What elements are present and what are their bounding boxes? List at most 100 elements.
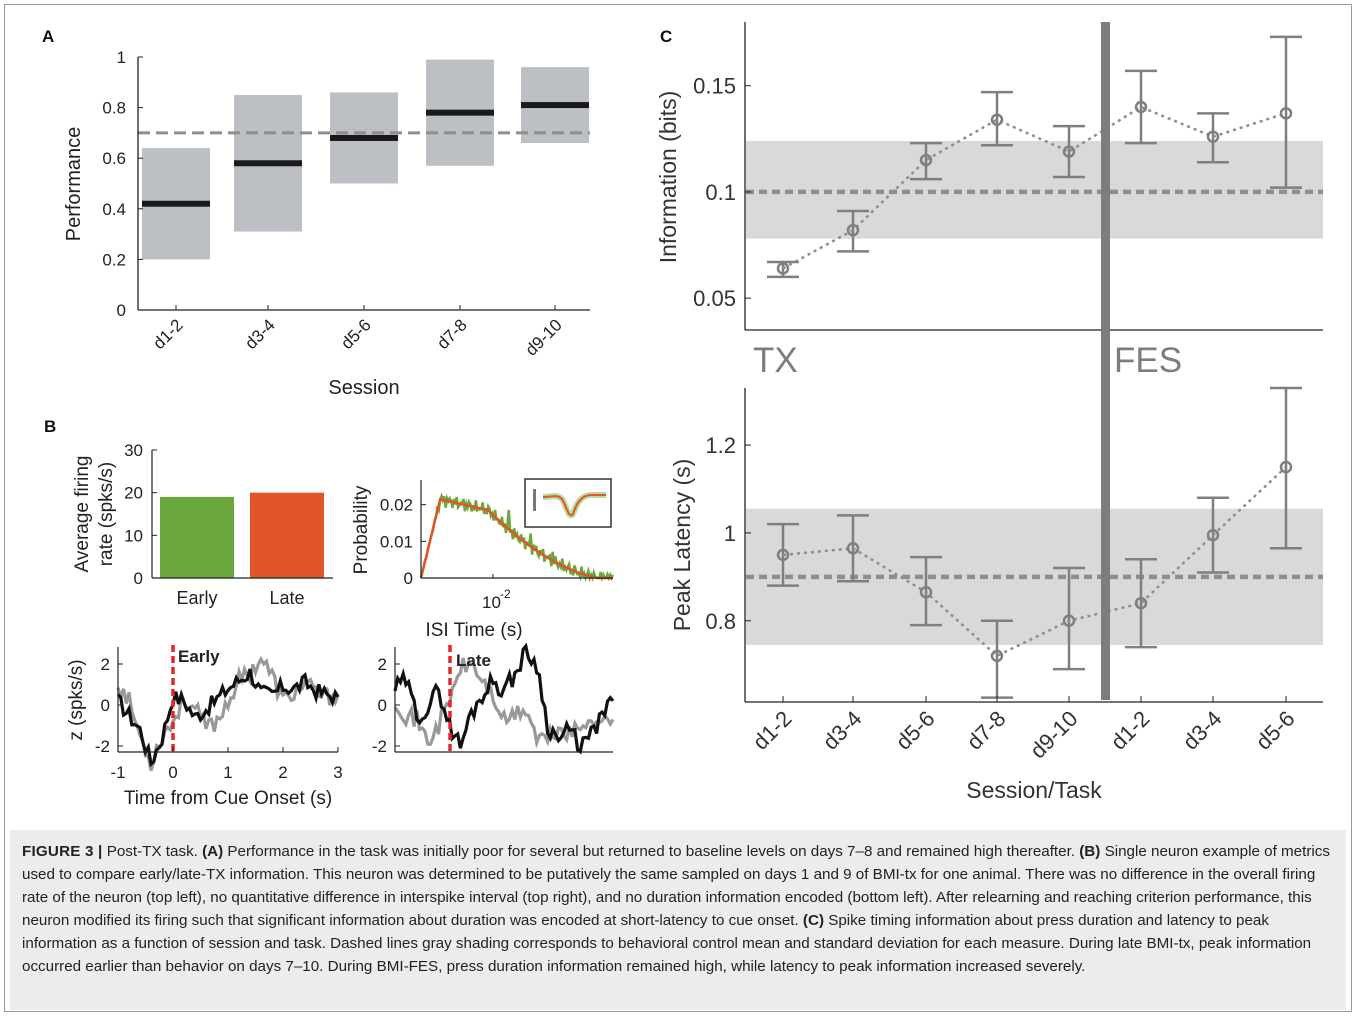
x-tick-label: d5-6 [891,706,940,755]
figure-caption: FIGURE 3 | Post-TX task. (A) Performance… [22,840,1340,978]
z-xlabel: Time from Cue Onset (s) [124,788,332,809]
x-tick-label: 1 [223,763,232,782]
data-point [1279,460,1293,474]
data-point [1134,100,1148,114]
y-tick-label: 0.02 [380,496,413,515]
y-tick-label: 2 [378,655,387,674]
data-point [1134,596,1148,610]
z-early-yticks: -2 0 2 [95,655,123,756]
firing-x-label: Early [176,588,217,608]
latency-points [776,460,1293,663]
y-tick-label: 1 [117,48,126,67]
data-point [990,113,1004,126]
data-point [776,262,790,275]
panel-a-ylabel: Performance [63,127,85,242]
tx-label: TX [753,341,798,380]
panel-c-xlabel: Session/Task [966,777,1102,803]
data-point [1279,107,1293,120]
info-yticks: 0.05 0.1 0.15 [693,74,751,311]
y-tick-label: -2 [372,737,387,756]
x-tick-label: d3-4 [1178,706,1227,755]
data-point [1206,130,1220,143]
x-tick-label: 2 [278,763,287,782]
x-tick-label: d9-10 [1025,706,1082,763]
tx-fes-divider [1101,22,1110,700]
info-series-line [782,105,1287,270]
latency-ylabel: Peak Latency (s) [669,459,695,632]
z-late-label: Late [456,651,491,670]
performance-median [142,200,210,207]
panel-b-firing-yticks: 0 10 20 30 [124,441,157,588]
z-early-label: Early [178,647,220,666]
performance-median [330,134,398,141]
data-point [846,223,860,237]
panel-b-firing-chart: 0 10 20 30 Early Late Average firing rate (s… [72,441,333,608]
panel-b-firing-xticks: Early Late [176,588,304,608]
y-tick-label: 1 [724,521,736,546]
z-late-gray-trace [393,657,615,749]
panel-c-latency-chart: 0.8 1 1.2 d1-2 d3-4 d5-6 d7-8 d9-10 d1-2 d3-4 d5-… [669,386,1323,803]
panel-a-xlabel: Session [328,377,399,399]
caption-b-text: Single neuron example of metrics used to… [22,843,1330,929]
data-point [1206,528,1220,542]
inset-waveform-late [542,494,606,517]
panel-a-letter: A [42,27,54,46]
y-tick-label: 0 [378,696,387,715]
y-tick-label: 0.1 [705,180,736,205]
performance-median [426,109,494,116]
x-tick-label: d3-4 [818,706,867,755]
y-tick-label: 0.6 [102,149,126,168]
y-tick-label: 20 [124,484,143,503]
isi-ylabel: Probability [351,485,372,574]
firing-bar-late [250,492,324,578]
panel-b-zscore-early: Early -2 0 2 -1 0 1 2 3 Time from Cue Onset (s… [66,645,343,809]
x-tick-label: d1-2 [149,315,186,352]
panel-a-boxes [142,59,589,260]
isi-early-curve [419,492,615,583]
caption-box [10,830,1346,1010]
x-tick-label: d5-6 [337,315,374,352]
z-late-yticks: -2 0 2 [372,655,400,756]
y-tick-label: 2 [101,655,110,674]
panel-b-zscore-late: Late -2 0 2 [372,642,615,756]
isi-xlabel: ISI Time (s) [425,620,522,641]
panel-c-info-chart: 0.05 0.1 0.15 Information (bits) [655,22,1323,331]
panel-a-yticks: 0 0.2 0.4 0.6 0.8 1 [102,48,143,320]
data-point [846,542,860,555]
caption-intro: Post-TX task. [102,843,203,860]
latency-yticks: 0.8 1 1.2 [705,433,751,634]
x-tick-label: 0 [168,763,177,782]
caption-figure-label: FIGURE 3 | [22,843,103,860]
y-tick-label: -2 [95,737,110,756]
isi-xtick-exp: -2 [500,587,511,601]
z-ylabel: z (spks/s) [66,659,87,740]
y-tick-label: 0.01 [380,532,413,551]
caption-a-tag: (A) [202,843,224,860]
panel-a-xticks: d1-2 d3-4 d5-6 d7-8 d9-10 [149,305,566,360]
performance-median [234,160,302,167]
z-early-black-trace [116,668,340,768]
info-points [776,100,1293,275]
y-tick-label: 0 [117,301,126,320]
panel-b-letter: B [44,417,56,436]
y-tick-label: 0 [404,569,413,588]
x-tick-label: 3 [333,763,342,782]
z-late-black-trace [393,642,615,755]
y-tick-label: 0.05 [693,286,736,311]
x-tick-label: d3-4 [241,315,278,352]
y-tick-label: 1.2 [705,433,736,458]
y-tick-label: 30 [124,441,143,460]
info-ylabel: Information (bits) [655,91,681,264]
x-tick-label: -1 [110,763,125,782]
y-tick-label: 10 [124,526,143,545]
x-tick-label: d1-2 [748,706,797,755]
data-point [990,649,1004,663]
caption-c-tag: (C) [802,912,825,929]
y-tick-label: 0.8 [705,609,736,634]
panel-b-bars [160,492,324,578]
panel-a-chart: 0 0.2 0.4 0.6 0.8 1 d1-2 d3-4 d5-6 d7-8 d9-10 Per… [63,48,590,399]
performance-median [521,102,589,109]
caption-a-text: Performance in the task was initially po… [223,843,1080,860]
data-point [919,585,933,599]
